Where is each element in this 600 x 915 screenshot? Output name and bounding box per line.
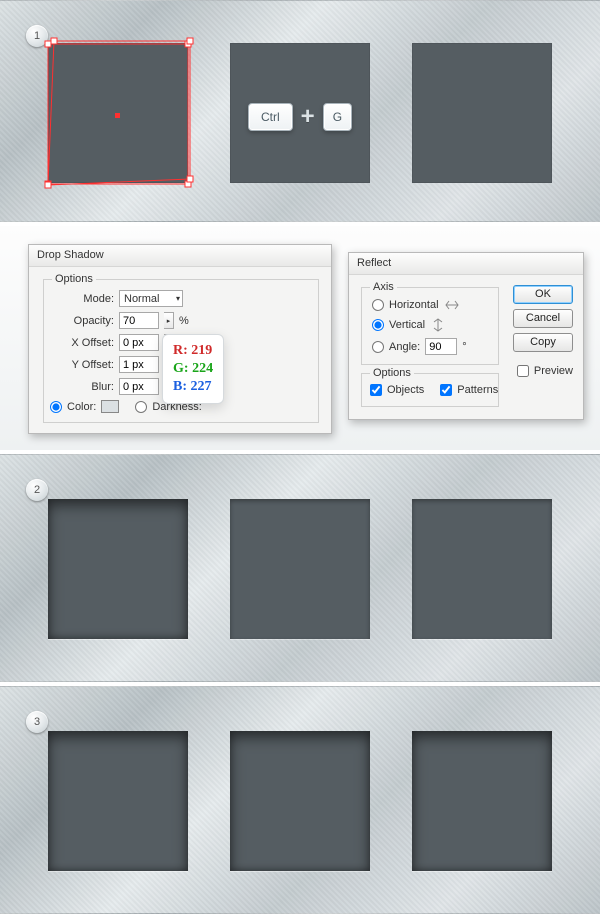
dialog-strip: Drop Shadow Options Mode: Normal Opacity… <box>0 226 600 450</box>
preview-label: Preview <box>534 365 573 377</box>
dialog-title: Drop Shadow <box>29 245 331 267</box>
vertical-label: Vertical <box>389 319 425 331</box>
axis-fieldset: Axis Horizontal Vertical Angle: ° <box>361 287 499 365</box>
slot-3b <box>230 731 370 871</box>
mode-select[interactable]: Normal <box>119 290 183 307</box>
xoffset-input[interactable] <box>119 334 159 351</box>
color-swatch[interactable] <box>101 400 119 413</box>
angle-radio[interactable] <box>372 341 384 353</box>
objects-label: Objects <box>387 384 424 396</box>
blur-input[interactable] <box>119 378 159 395</box>
rgb-chip: R: 219 G: 224 B: 227 <box>162 334 224 404</box>
angle-input[interactable] <box>425 338 457 355</box>
preview-check[interactable] <box>517 365 529 377</box>
slot-3a <box>48 731 188 871</box>
horizontal-radio[interactable] <box>372 299 384 311</box>
percent-label: % <box>179 315 189 327</box>
color-label: Color: <box>67 401 96 413</box>
b-value: 227 <box>191 379 212 394</box>
g-value: 224 <box>192 361 213 376</box>
ok-button[interactable]: OK <box>513 285 573 304</box>
reflect-dialog: Reflect Axis Horizontal Vertical Angle: … <box>348 252 584 420</box>
axis-horizontal-icon <box>444 298 460 312</box>
mode-label: Mode: <box>62 293 114 305</box>
mode-value: Normal <box>124 293 159 305</box>
r-label: R: <box>173 343 188 358</box>
axis-vertical-icon <box>430 318 446 332</box>
slot-3c <box>412 731 552 871</box>
fieldset-legend: Options <box>370 367 414 379</box>
b-label: B: <box>173 379 187 394</box>
copy-button[interactable]: Copy <box>513 333 573 352</box>
objects-check[interactable] <box>370 384 382 396</box>
g-label: G: <box>173 361 189 376</box>
opacity-stepper[interactable]: ▸ <box>164 312 174 329</box>
key-ctrl: Ctrl <box>248 103 293 131</box>
slot-2b <box>230 499 370 639</box>
r-value: 219 <box>191 343 212 358</box>
angle-label: Angle: <box>389 341 420 353</box>
vertical-radio[interactable] <box>372 319 384 331</box>
slot-2c <box>412 499 552 639</box>
opacity-input[interactable] <box>119 312 159 329</box>
opacity-label: Opacity: <box>62 315 114 327</box>
step-badge: 2 <box>26 479 48 501</box>
darkness-radio[interactable] <box>135 401 147 413</box>
degree-label: ° <box>462 341 466 353</box>
metal-panel-2: 2 <box>0 454 600 682</box>
key-g: G <box>323 103 352 131</box>
fieldset-legend: Axis <box>370 281 397 293</box>
dialog-title: Reflect <box>349 253 583 275</box>
blur-label: Blur: <box>62 381 114 393</box>
plus-icon: + <box>301 103 315 131</box>
yoffset-label: Y Offset: <box>62 359 114 371</box>
patterns-label: Patterns <box>457 384 498 396</box>
slot-1c <box>412 43 552 183</box>
cancel-button[interactable]: Cancel <box>513 309 573 328</box>
metal-panel-1: 1 Ctrl + G <box>0 0 600 222</box>
patterns-check[interactable] <box>440 384 452 396</box>
horizontal-label: Horizontal <box>389 299 439 311</box>
slot-1a <box>48 43 188 183</box>
shortcut-icon: Ctrl + G <box>248 103 352 131</box>
options-fieldset: Options Objects Patterns <box>361 373 499 407</box>
step-badge: 1 <box>26 25 48 47</box>
fieldset-legend: Options <box>52 273 96 285</box>
metal-panel-3: 3 <box>0 686 600 914</box>
yoffset-input[interactable] <box>119 356 159 373</box>
color-radio[interactable] <box>50 401 62 413</box>
step-badge: 3 <box>26 711 48 733</box>
slot-2a <box>48 499 188 639</box>
xoffset-label: X Offset: <box>62 337 114 349</box>
